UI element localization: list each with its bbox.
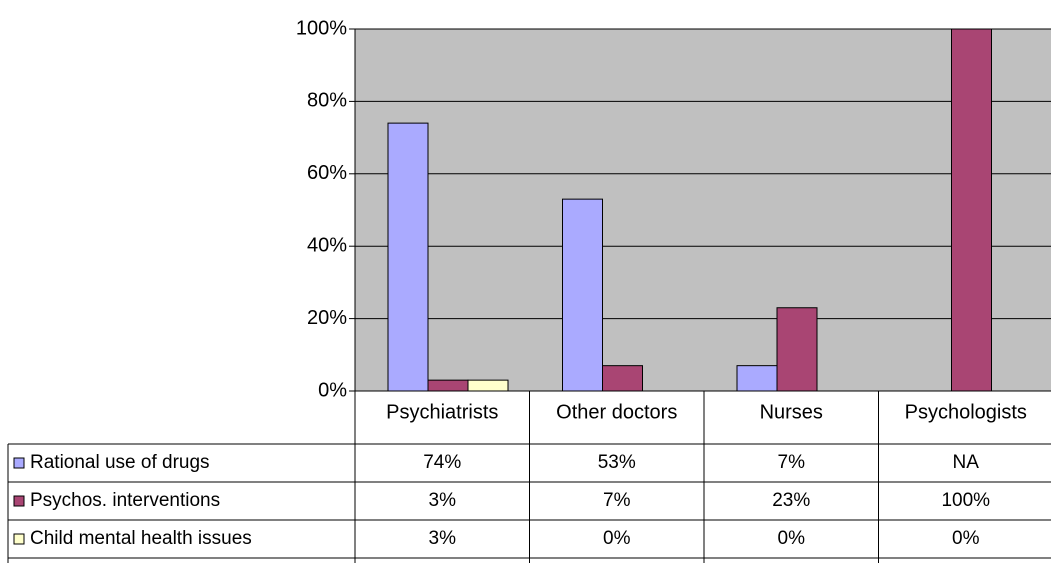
table-cell: 0% bbox=[778, 528, 806, 549]
legend-swatch bbox=[13, 533, 25, 545]
category-label: Nurses bbox=[760, 401, 823, 423]
plot-area bbox=[354, 28, 1051, 392]
legend-label: Child mental health issues bbox=[30, 528, 252, 549]
category-label: Psychiatrists bbox=[386, 401, 498, 423]
table-cell: 23% bbox=[772, 490, 810, 511]
table-cell: 7% bbox=[603, 490, 631, 511]
table-cell: 0% bbox=[952, 528, 980, 549]
y-tick-label: 40% bbox=[307, 234, 347, 256]
y-tick-label: 100% bbox=[296, 17, 347, 39]
y-tick-label: 80% bbox=[307, 90, 347, 112]
bar bbox=[427, 379, 469, 392]
table-cell: 3% bbox=[429, 490, 457, 511]
table-cell: 100% bbox=[941, 490, 990, 511]
bar bbox=[387, 122, 429, 392]
bar bbox=[776, 307, 818, 392]
table-cell: 7% bbox=[778, 452, 806, 473]
table-cell: 53% bbox=[598, 452, 636, 473]
y-tick-label: 0% bbox=[318, 379, 347, 401]
category-label: Other doctors bbox=[556, 401, 677, 423]
y-tick-label: 60% bbox=[307, 162, 347, 184]
table-cell: 3% bbox=[429, 528, 457, 549]
legend-swatch bbox=[13, 457, 25, 469]
category-label: Psychologists bbox=[905, 401, 1027, 423]
table-cell: 0% bbox=[603, 528, 631, 549]
table-cell: NA bbox=[953, 452, 980, 473]
legend-label: Rational use of drugs bbox=[30, 452, 210, 473]
table-cell: 74% bbox=[423, 452, 461, 473]
bar bbox=[602, 365, 643, 392]
legend-swatch bbox=[13, 495, 25, 507]
bar bbox=[951, 28, 992, 392]
bar bbox=[736, 365, 778, 392]
y-tick-label: 20% bbox=[307, 307, 347, 329]
legend-label: Psychos. interventions bbox=[30, 490, 220, 511]
bar bbox=[467, 379, 509, 392]
data-table: Psychiatrists Other doctors Nurses Psycholo… bbox=[7, 391, 1051, 563]
bar bbox=[562, 198, 603, 392]
